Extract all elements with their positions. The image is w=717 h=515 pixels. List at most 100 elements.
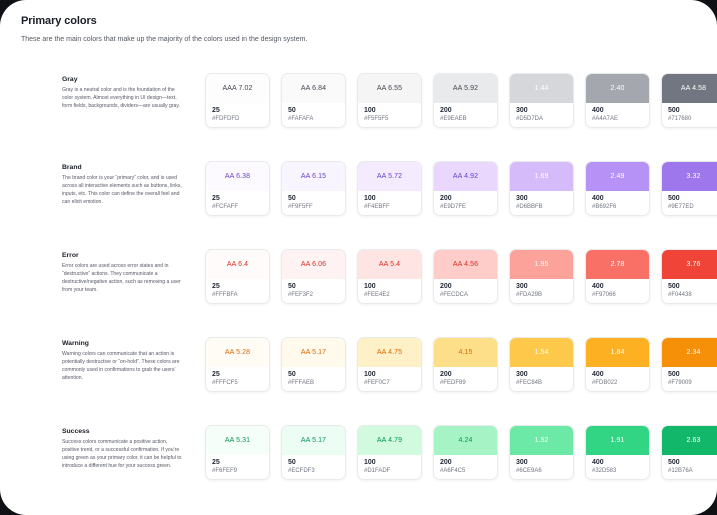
- swatch-hex-label: #D1FADF: [364, 468, 391, 474]
- swatch-hex-label: #FFFCF5: [212, 380, 238, 386]
- swatch-scale-label: 400: [592, 283, 604, 290]
- color-group-row: Warning Warning colors can communicate t…: [62, 337, 717, 425]
- swatch-contrast-label: AA 6.84: [282, 74, 345, 103]
- color-swatch: 2.49 400 #B692F6: [585, 161, 650, 216]
- swatch-contrast-label: AA 4.79: [358, 426, 421, 455]
- swatch-hex-label: #FDA29B: [516, 292, 543, 298]
- swatch-hex-label: #FECDCA: [440, 292, 469, 298]
- swatch-footer: 400 #B692F6: [586, 191, 649, 215]
- swatch-hex-label: #FEF3F2: [288, 292, 314, 298]
- swatch-hex-label: #A4A7AE: [592, 116, 619, 122]
- color-swatch: 2.34 500 #F79009: [661, 337, 717, 392]
- color-swatch: AA 5.17 50 #FFFAEB: [281, 337, 346, 392]
- swatch-contrast-label: 1.84: [586, 338, 649, 367]
- swatch-contrast-label: AA 6.55: [358, 74, 421, 103]
- group-description: Gray is a neutral color and is the found…: [62, 87, 180, 109]
- color-swatch: AA 6.84 50 #FAFAFA: [281, 73, 346, 128]
- swatch-contrast-label: 2.78: [586, 250, 649, 279]
- swatch-footer: 50 #F9F5FF: [282, 191, 345, 215]
- swatch-footer: 50 #FAFAFA: [282, 103, 345, 127]
- group-name-label: Success: [62, 428, 90, 435]
- swatch-footer: 300 #FEC84B: [510, 367, 573, 391]
- swatch-hex-label: #FDB022: [592, 380, 618, 386]
- swatch-contrast-label: 1.91: [586, 426, 649, 455]
- swatch-scale-label: 500: [668, 283, 680, 290]
- swatch-footer: 500 #F04438: [662, 279, 717, 303]
- color-group-row: Brand The brand color is your “primary” …: [62, 161, 717, 249]
- swatch-footer: 300 #D5D7DA: [510, 103, 573, 127]
- swatch-scale-label: 300: [516, 283, 528, 290]
- swatch-scale-label: 25: [212, 195, 220, 202]
- swatch-contrast-label: AA 6.38: [206, 162, 269, 191]
- swatch-contrast-label: AA 4.56: [434, 250, 497, 279]
- swatch-hex-label: #FAFAFA: [288, 116, 314, 122]
- swatch-footer: 400 #A4A7AE: [586, 103, 649, 127]
- swatch-scale-label: 200: [440, 107, 452, 114]
- color-swatch: 4.15 200 #FEDF89: [433, 337, 498, 392]
- swatch-hex-label: #ECFDF3: [288, 468, 315, 474]
- swatch-scale-label: 200: [440, 371, 452, 378]
- swatch-scale-label: 400: [592, 107, 604, 114]
- color-swatch: AA 5.31 25 #F6FEF9: [205, 425, 270, 480]
- swatch-hex-label: #6CE9A6: [516, 468, 542, 474]
- swatch-hex-label: #F9F5FF: [288, 204, 313, 210]
- color-group-row: Success Success colors communicate a pos…: [62, 425, 717, 513]
- swatch-hex-label: #B692F6: [592, 204, 617, 210]
- swatch-contrast-label: AA 5.31: [206, 426, 269, 455]
- group-description: Success colors communicate a positive ac…: [62, 439, 182, 469]
- swatch-hex-label: #12B76A: [668, 468, 693, 474]
- group-description: Warning colors can communicate that an a…: [62, 351, 180, 381]
- swatch-scale-label: 500: [668, 371, 680, 378]
- swatch-list: AA 6.38 25 #FCFAFF AA 6.15 50 #F9F5FF AA…: [205, 161, 717, 216]
- group-name-label: Brand: [62, 164, 82, 171]
- swatch-footer: 400 #32D583: [586, 455, 649, 479]
- swatch-scale-label: 25: [212, 459, 220, 466]
- swatch-hex-label: #FEDF89: [440, 380, 466, 386]
- color-swatch: 1.52 300 #6CE9A6: [509, 425, 574, 480]
- swatch-footer: 500 #F79009: [662, 367, 717, 391]
- swatch-contrast-label: AA 5.28: [206, 338, 269, 367]
- swatch-hex-label: #A6F4C5: [440, 468, 466, 474]
- swatch-contrast-label: AA 4.75: [358, 338, 421, 367]
- color-swatch: AA 4.79 100 #D1FADF: [357, 425, 422, 480]
- swatch-hex-label: #F6FEF9: [212, 468, 238, 474]
- swatch-footer: 25 #FFFBFA: [206, 279, 269, 303]
- swatch-scale-label: 300: [516, 195, 528, 202]
- swatch-hex-label: #FEE4E2: [364, 292, 390, 298]
- group-info: Error Error colors are used across error…: [62, 249, 205, 295]
- swatch-contrast-label: 1.52: [510, 426, 573, 455]
- swatch-scale-label: 100: [364, 195, 376, 202]
- swatch-contrast-label: AA 6.4: [206, 250, 269, 279]
- swatch-scale-label: 300: [516, 371, 528, 378]
- swatch-footer: 25 #F6FEF9: [206, 455, 269, 479]
- swatch-scale-label: 400: [592, 371, 604, 378]
- swatch-hex-label: #FEF0C7: [364, 380, 390, 386]
- swatch-footer: 500 #717680: [662, 103, 717, 127]
- color-swatch: 1.91 400 #32D583: [585, 425, 650, 480]
- swatch-hex-label: #F79009: [668, 380, 692, 386]
- swatch-hex-label: #9E77ED: [668, 204, 694, 210]
- swatch-hex-label: #F97066: [592, 292, 616, 298]
- swatch-list: AA 6.4 25 #FFFBFA AA 6.06 50 #FEF3F2 AA …: [205, 249, 717, 304]
- color-swatch: 1.95 300 #FDA29B: [509, 249, 574, 304]
- color-group-row: Gray Gray is a neutral color and is the …: [62, 73, 717, 161]
- swatch-hex-label: #F04438: [668, 292, 692, 298]
- color-swatch: AA 4.58 500 #717680: [661, 73, 717, 128]
- swatch-footer: 200 #E9D7FE: [434, 191, 497, 215]
- swatch-contrast-label: AA 5.17: [282, 426, 345, 455]
- swatch-contrast-label: AAA 7.02: [206, 74, 269, 103]
- swatch-footer: 50 #FEF3F2: [282, 279, 345, 303]
- group-info: Success Success colors communicate a pos…: [62, 425, 205, 471]
- swatch-scale-label: 100: [364, 371, 376, 378]
- swatch-scale-label: 200: [440, 459, 452, 466]
- swatch-scale-label: 25: [212, 283, 220, 290]
- swatch-scale-label: 50: [288, 371, 296, 378]
- swatch-hex-label: #F5F5F5: [364, 116, 389, 122]
- swatch-footer: 300 #FDA29B: [510, 279, 573, 303]
- swatch-scale-label: 50: [288, 107, 296, 114]
- swatch-footer: 500 #9E77ED: [662, 191, 717, 215]
- swatch-hex-label: #717680: [668, 116, 692, 122]
- swatch-footer: 500 #12B76A: [662, 455, 717, 479]
- color-swatch: AA 5.4 100 #FEE4E2: [357, 249, 422, 304]
- swatch-footer: 50 #ECFDF3: [282, 455, 345, 479]
